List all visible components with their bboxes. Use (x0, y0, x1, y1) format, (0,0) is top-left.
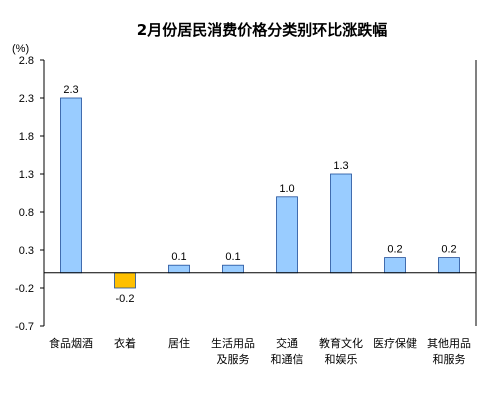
bar (114, 272, 136, 289)
data-label: 0.2 (441, 244, 456, 256)
y-tick-label: 1.3 (19, 169, 34, 181)
data-label: -0.2 (116, 293, 135, 305)
y-axis-ticks: 2.8 2.3 1.8 1.3 0.8 0.3 -0.2 -0.7 (15, 55, 34, 333)
bar-series (60, 97, 460, 289)
category-label: 和通信 (271, 353, 304, 366)
category-label: 及服务 (217, 353, 250, 366)
bar (330, 173, 352, 274)
y-tick-label: 2.8 (19, 55, 34, 67)
bar (438, 257, 460, 274)
category-label: 教育文化 (319, 336, 363, 350)
bar (276, 196, 298, 274)
y-tick-label: -0.2 (15, 283, 34, 295)
data-label: 0.2 (387, 244, 402, 256)
category-label: 居住 (168, 336, 190, 350)
bar (60, 97, 82, 274)
data-label: 1.0 (279, 183, 294, 195)
y-axis-unit-label: (%) (12, 43, 29, 55)
axes (40, 59, 477, 327)
y-tick-label: 0.8 (19, 207, 34, 219)
category-label: 生活用品 (211, 336, 255, 350)
y-tick-label: -0.7 (15, 321, 34, 333)
category-label: 医疗保健 (373, 336, 417, 350)
category-label: 食品烟酒 (49, 336, 93, 350)
y-tick-label: 1.8 (19, 131, 34, 143)
data-labels: 2.3 -0.2 0.1 0.1 1.0 1.3 0.2 0.2 (63, 84, 456, 305)
category-label: 其他用品 (427, 337, 471, 350)
data-label: 1.3 (333, 160, 348, 172)
y-tick-label: 2.3 (19, 93, 34, 105)
category-label: 衣着 (114, 336, 136, 350)
bar (222, 264, 244, 274)
data-label: 2.3 (63, 84, 78, 96)
bar (168, 264, 190, 274)
bar (384, 257, 406, 274)
y-tick-label: 0.3 (19, 245, 34, 257)
category-label: 交通 (276, 336, 298, 350)
category-label: 和服务 (433, 353, 466, 366)
data-label: 0.1 (171, 251, 186, 263)
data-label: 0.1 (225, 251, 240, 263)
category-label: 和娱乐 (325, 352, 358, 366)
chart-title: 2月份居民消费价格分类别环比涨跌幅 (137, 21, 387, 39)
